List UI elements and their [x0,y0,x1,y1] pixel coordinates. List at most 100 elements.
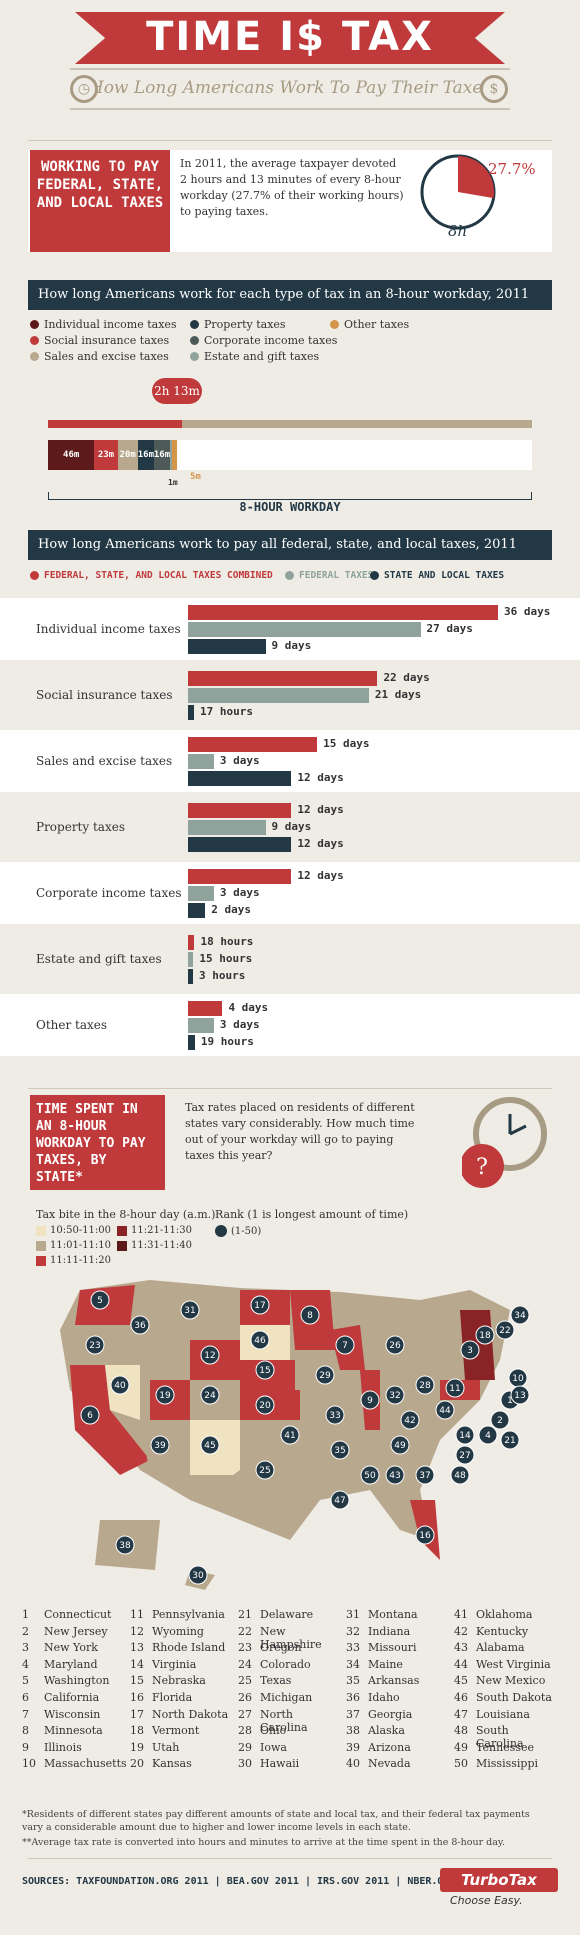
state-rank-pin-label: 32 [389,1391,400,1401]
rank-item: 5 Washington [22,1674,127,1691]
state-california [70,1365,150,1475]
rank-item: 20 Kansas [130,1757,235,1774]
rank-state: West Virginia [476,1657,551,1671]
rank-number: 29 [238,1740,252,1754]
tax-bar [188,622,421,637]
rank-item: 37 Georgia [346,1708,451,1725]
rank-number: 35 [346,1674,360,1688]
rank-number: 5 [22,1674,29,1688]
rank-number: 6 [22,1690,29,1704]
divider [28,1088,552,1089]
state-rank-pin-label: 29 [319,1371,331,1381]
rank-number: 34 [346,1657,360,1671]
rank-item: 40 Nevada [346,1757,451,1774]
rank-state: Minnesota [44,1724,103,1738]
rank-state: New York [44,1641,98,1655]
state-rank-pin-label: 9 [367,1396,373,1406]
legend-item: Sales and excise taxes [30,350,169,363]
rank-state: Louisiana [476,1707,530,1721]
state-rank-pin-label: 50 [364,1471,376,1481]
state-rank-pin [188,1565,208,1585]
state-rank-pin [200,1345,220,1365]
state-rank-pin [490,1410,510,1430]
state-rank-pin [200,1435,220,1455]
segment-label-5m: 5m [190,472,201,482]
rank-state: Utah [152,1740,180,1754]
rank-item: 13 Rhode Island [130,1641,235,1658]
tax-row-label: Sales and excise taxes [36,754,173,768]
state-rank-pin-label: 8 [307,1311,313,1321]
workday-legend: Individual income taxes Property taxes O… [30,318,550,368]
rank-number: 25 [238,1674,252,1688]
band-legend-3: 11:11-11:20 [36,1255,111,1266]
legend-dot [190,320,199,329]
state-rank-pin-label: 18 [479,1331,491,1341]
rank-item: 8 Minnesota [22,1724,127,1741]
rank-column: 11 Pennsylvania 12 Wyoming 13 Rhode Island 14 V… [130,1608,235,1774]
rank-state: Kansas [152,1757,192,1771]
state-rank-pin-label: 28 [419,1381,431,1391]
rank-item: 47 Louisiana [454,1708,559,1725]
rank-state: Texas [260,1674,292,1688]
rank-item: 34 Maine [346,1658,451,1675]
state-rank-pin-label: 4 [485,1431,491,1441]
tax-bar [188,820,266,835]
tax-bar-label: 12 days [297,803,344,816]
state-rank-pin-label: 2 [497,1416,503,1426]
rank-number: 22 [238,1624,252,1638]
tax-row-label: Corporate income taxes [36,886,182,900]
state-rank-pin-label: 34 [514,1311,526,1321]
state-rank-pin-label: 38 [119,1541,131,1551]
tax-bar-label: 17 hours [200,705,253,718]
band-legend-2: 11:01-11:10 [36,1240,111,1251]
rank-item: 24 Colorado [238,1658,343,1675]
state-rank-pin-label: 15 [259,1366,270,1376]
rank-number: 32 [346,1624,360,1638]
rank-item: 48 South Carolina [454,1724,559,1750]
state-rank-pin-label: 36 [134,1321,146,1331]
divider [28,140,552,141]
footnote-1: *Residents of different states pay diffe… [22,1809,530,1833]
state-legend-title: Tax bite in the 8-hour day (a.m.) [36,1208,216,1221]
tax-bar [188,1001,223,1016]
state-rank-pin-label: 21 [504,1436,515,1446]
rank-state: Mississippi [476,1757,538,1771]
state-rank-pin [330,1490,350,1510]
state-rank-pin [415,1375,435,1395]
rank-state: Indiana [368,1624,411,1638]
tax-bar-label: 4 days [228,1001,269,1014]
rank-title: Rank (1 is longest amount of time) [215,1208,409,1221]
workday-bracket [48,492,532,500]
rank-item: 42 Kentucky [454,1625,559,1642]
state-rank-pin [80,1405,100,1425]
state-rank-pin-label: 20 [259,1401,271,1411]
state-rank-pin [445,1378,465,1398]
state-rank-pin-label: 41 [284,1431,295,1441]
tax-bar-label: 36 days [504,605,551,618]
state-rank-pin [255,1360,275,1380]
tax-row: Property taxes 12 days 9 days 12 days [0,796,580,858]
state-rank-pin [360,1390,380,1410]
tax-bar-label: 21 days [374,688,422,701]
rank-legend: (1-50) [215,1225,261,1237]
rank-item: 23 Oregon [238,1641,343,1658]
rank-state: Vermont [152,1724,200,1738]
title-banner [75,12,505,64]
state-rank-pin [500,1430,520,1450]
tax-bar [188,869,292,884]
state-rank-pin-label: 19 [159,1391,171,1401]
state-rank-pin [110,1375,130,1395]
state-rank-pin-label: 10 [512,1374,524,1384]
rank-state: Maine [368,1657,403,1671]
legend-item: FEDERAL TAXES [285,570,373,581]
state-rank-pin-label: 17 [254,1301,265,1311]
state-rank-pin-label: 24 [204,1391,216,1401]
rank-item: 11 Pennsylvania [130,1608,235,1625]
workday-pie [420,154,496,230]
rank-number: 13 [130,1641,144,1655]
rank-state: Arizona [368,1740,411,1754]
state-rank-pin-label: 44 [439,1406,451,1416]
state-rank-pin-label: 40 [114,1381,126,1391]
rank-state: Nebraska [152,1674,206,1688]
rank-number: 43 [454,1641,468,1655]
